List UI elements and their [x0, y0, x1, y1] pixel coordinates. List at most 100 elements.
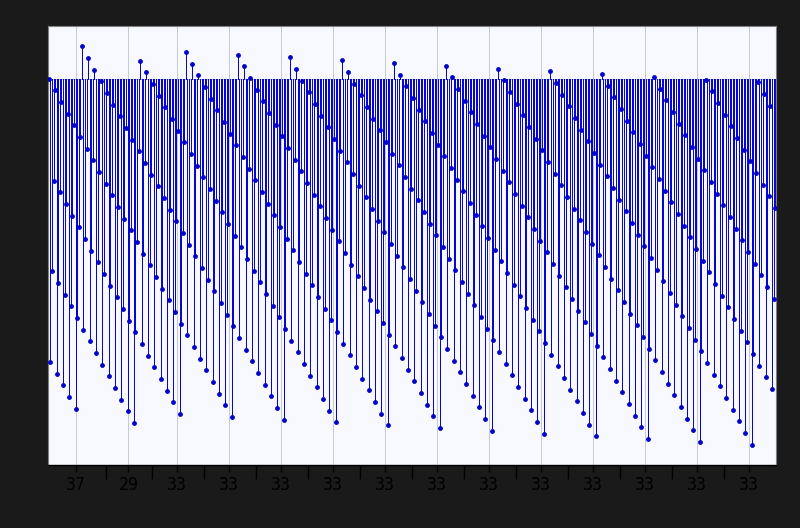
Point: [627, 128, 640, 137]
Point: [369, 398, 382, 406]
Point: [575, 126, 588, 134]
Point: [408, 377, 421, 385]
Point: [230, 141, 242, 149]
Point: [156, 285, 169, 293]
Point: [228, 232, 241, 240]
Point: [558, 374, 570, 382]
Point: [231, 51, 244, 59]
Point: [129, 328, 142, 337]
Point: [197, 173, 210, 182]
Point: [362, 386, 375, 394]
Point: [398, 173, 411, 181]
Point: [390, 251, 403, 260]
Point: [179, 48, 192, 56]
Point: [258, 381, 271, 389]
Point: [255, 187, 268, 196]
Point: [265, 392, 278, 401]
Point: [198, 83, 211, 91]
Point: [274, 223, 287, 231]
Point: [496, 166, 509, 175]
Point: [611, 286, 624, 295]
Point: [354, 91, 367, 99]
Point: [249, 176, 262, 184]
Point: [299, 269, 312, 278]
Point: [386, 149, 398, 158]
Point: [748, 259, 761, 268]
Point: [214, 299, 227, 307]
Point: [665, 198, 678, 206]
Point: [138, 159, 151, 167]
Point: [583, 420, 596, 429]
Point: [135, 340, 148, 348]
Point: [69, 404, 82, 413]
Point: [649, 356, 662, 364]
Point: [637, 333, 650, 341]
Point: [635, 423, 648, 432]
Point: [90, 349, 102, 357]
Point: [262, 200, 274, 208]
Point: [432, 140, 445, 149]
Point: [473, 403, 486, 412]
Point: [275, 132, 288, 140]
Point: [567, 204, 580, 213]
Point: [322, 123, 334, 131]
Point: [124, 226, 137, 234]
Point: [294, 167, 307, 176]
Point: [77, 325, 90, 334]
Point: [130, 238, 143, 246]
Point: [554, 181, 567, 190]
Point: [370, 307, 383, 316]
Point: [650, 266, 663, 274]
Point: [86, 156, 99, 164]
Point: [634, 140, 646, 148]
Point: [449, 266, 462, 275]
Point: [364, 296, 377, 304]
Point: [704, 178, 717, 186]
Point: [766, 385, 778, 393]
Point: [439, 62, 452, 70]
Point: [78, 235, 91, 243]
Point: [717, 201, 730, 210]
Point: [709, 280, 722, 288]
Point: [342, 68, 354, 76]
Point: [426, 129, 438, 137]
Point: [506, 371, 518, 380]
Point: [736, 236, 749, 244]
Point: [184, 150, 197, 158]
Point: [205, 95, 218, 103]
Point: [66, 212, 79, 220]
Point: [395, 354, 408, 362]
Point: [219, 401, 232, 409]
Point: [682, 324, 695, 332]
Point: [208, 287, 221, 296]
Point: [434, 333, 447, 342]
Point: [762, 192, 775, 201]
Point: [169, 308, 182, 316]
Point: [268, 211, 281, 220]
Point: [684, 233, 697, 242]
Point: [742, 248, 755, 256]
Point: [545, 351, 558, 359]
Point: [263, 109, 276, 117]
Point: [285, 336, 298, 345]
Point: [767, 295, 780, 303]
Point: [561, 193, 574, 201]
Point: [367, 115, 380, 123]
Point: [769, 204, 782, 212]
Point: [753, 362, 766, 370]
Point: [164, 205, 177, 214]
Point: [182, 240, 195, 249]
Point: [662, 380, 674, 388]
Point: [49, 86, 62, 95]
Point: [394, 70, 406, 79]
Point: [619, 207, 632, 215]
Point: [533, 327, 546, 336]
Point: [476, 222, 489, 231]
Point: [488, 246, 501, 254]
Point: [679, 131, 692, 139]
Point: [556, 90, 569, 99]
Point: [233, 334, 246, 342]
Point: [730, 224, 742, 233]
Point: [411, 196, 424, 204]
Point: [553, 271, 566, 280]
